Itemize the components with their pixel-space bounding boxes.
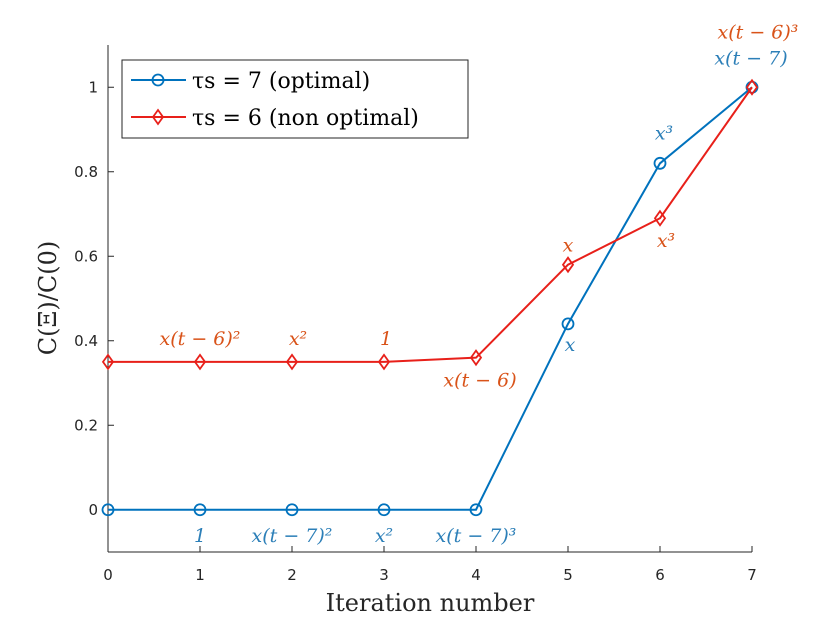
point-label: x³ (655, 122, 673, 144)
point-label: x (565, 334, 576, 356)
data-point (561, 317, 575, 331)
point-label: x² (289, 328, 307, 350)
point-label: 1 (380, 328, 392, 350)
series-1 (101, 80, 759, 517)
legend-entry-series-1: τs = 7 (optimal) (131, 69, 370, 94)
series-line (108, 86, 753, 511)
data-point (745, 78, 759, 96)
data-point (285, 353, 299, 371)
data-point (101, 503, 115, 517)
x-tick-label: 7 (747, 566, 757, 584)
x-tick-label: 1 (195, 566, 205, 584)
point-label: x² (375, 525, 393, 547)
x-tick-label: 0 (103, 566, 113, 584)
plot-series (101, 78, 759, 517)
y-tick-label: 0.2 (74, 416, 98, 434)
series-line (108, 86, 753, 363)
data-point (377, 353, 391, 371)
legend: τs = 7 (optimal) τs = 6 (non optimal) (121, 59, 469, 139)
x-axis-label: Iteration number (326, 589, 535, 617)
legend-box (121, 59, 469, 139)
x-tick-label: 3 (379, 566, 389, 584)
legend-label-series-2: τs = 6 (non optimal) (192, 106, 419, 131)
point-label: 1 (194, 525, 206, 547)
data-point (469, 503, 483, 517)
x-tick-label: 2 (287, 566, 297, 584)
data-point (561, 256, 575, 274)
series-2 (101, 78, 759, 371)
data-point (193, 503, 207, 517)
x-tick-label: 4 (471, 566, 481, 584)
y-tick-label: 0.4 (74, 332, 98, 350)
x-tick-label: 5 (563, 566, 573, 584)
data-point (193, 353, 207, 371)
data-point (377, 503, 391, 517)
point-label: x(t − 6) (443, 370, 516, 392)
data-point (101, 353, 115, 371)
y-tick-label: 0 (88, 501, 98, 519)
point-annotations: 1 x(t − 7)² x² x(t − 7)³ x x³ x(t − 7) x(t − 6)… (160, 21, 799, 547)
axes: 0 1 2 3 4 5 6 7 0 0.2 0.4 0.6 0.8 1 (74, 45, 757, 584)
y-axis-label: C(Ξ)/C(0) (34, 241, 62, 355)
y-tick-label: 0.6 (74, 247, 98, 265)
x-tick-label: 6 (655, 566, 665, 584)
point-label: x(t − 7)² (252, 525, 333, 547)
legend-entry-series-2: τs = 6 (non optimal) (131, 106, 419, 131)
point-label: x (563, 235, 574, 257)
point-label: x(t − 6)² (160, 328, 241, 350)
data-point (653, 156, 667, 170)
data-point (469, 349, 483, 367)
point-label: x(t − 6)³ (718, 21, 799, 43)
point-label: x(t − 7)³ (436, 525, 517, 547)
legend-label-series-1: τs = 7 (optimal) (192, 69, 370, 94)
point-label: x(t − 7) (714, 47, 787, 69)
data-point (653, 209, 667, 227)
data-point (285, 503, 299, 517)
y-tick-label: 1 (88, 78, 98, 96)
point-label: x³ (657, 230, 675, 252)
y-tick-label: 0.8 (74, 163, 98, 181)
